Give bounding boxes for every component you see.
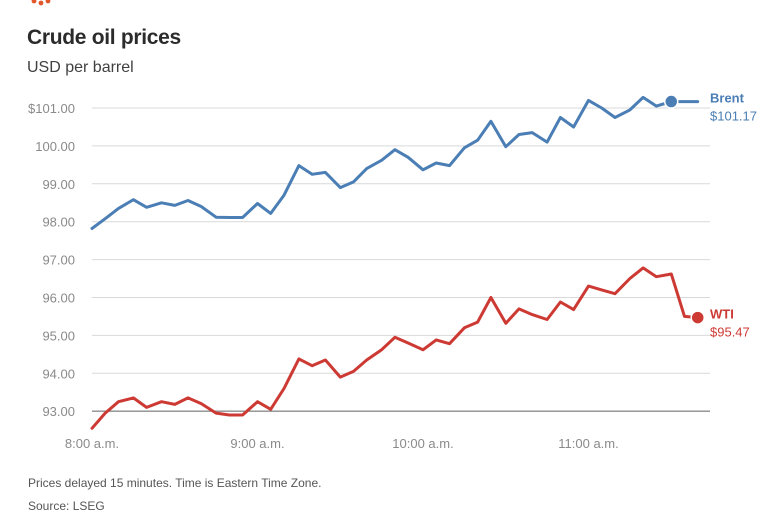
- source-note: Source: LSEG: [28, 499, 105, 513]
- wti-legend-name: WTI: [710, 307, 734, 322]
- y-tick-label: 93.00: [42, 404, 75, 419]
- wti-line: [90, 266, 700, 430]
- grid-lines: [92, 107, 710, 412]
- line-chart: 93.00 94.00 95.00 96.00 97.00 98.00 99.00 100.0…: [28, 91, 757, 451]
- y-tick-label: 97.00: [42, 253, 75, 268]
- series-end-labels: Brent $101.17 WTI $95.47: [710, 91, 757, 340]
- y-tick-label: 94.00: [42, 366, 75, 381]
- wti-end-marker: [690, 310, 705, 325]
- y-axis-ticks: 93.00 94.00 95.00 96.00 97.00 98.00 99.00 100.0…: [28, 101, 75, 419]
- brent-legend-name: Brent: [710, 91, 745, 106]
- x-axis-ticks: 8:00 a.m. 9:00 a.m. 10:00 a.m. 11:00 a.m.: [65, 436, 619, 451]
- y-tick-label: 98.00: [42, 215, 75, 230]
- series-lines: [90, 94, 705, 430]
- chart-title: Crude oil prices: [27, 26, 181, 49]
- x-tick-label: 10:00 a.m.: [392, 436, 453, 451]
- wti-last-value: $95.47: [710, 325, 750, 340]
- x-tick-label: 8:00 a.m.: [65, 436, 119, 451]
- y-tick-label: 96.00: [42, 291, 75, 306]
- footnote: Prices delayed 15 minutes. Time is Easte…: [28, 476, 322, 490]
- brent-line: [90, 95, 700, 230]
- y-tick-label: 100.00: [35, 139, 75, 154]
- x-tick-label: 9:00 a.m.: [230, 436, 284, 451]
- y-tick-label: 99.00: [42, 177, 75, 192]
- brent-last-value: $101.17: [710, 109, 757, 124]
- reuters-logo-icon: [28, 0, 58, 14]
- chart-subtitle: USD per barrel: [27, 59, 134, 76]
- x-tick-label: 11:00 a.m.: [558, 436, 618, 451]
- brent-end-marker: [664, 94, 679, 109]
- y-tick-label: 95.00: [42, 328, 75, 343]
- y-tick-label: $101.00: [28, 101, 75, 116]
